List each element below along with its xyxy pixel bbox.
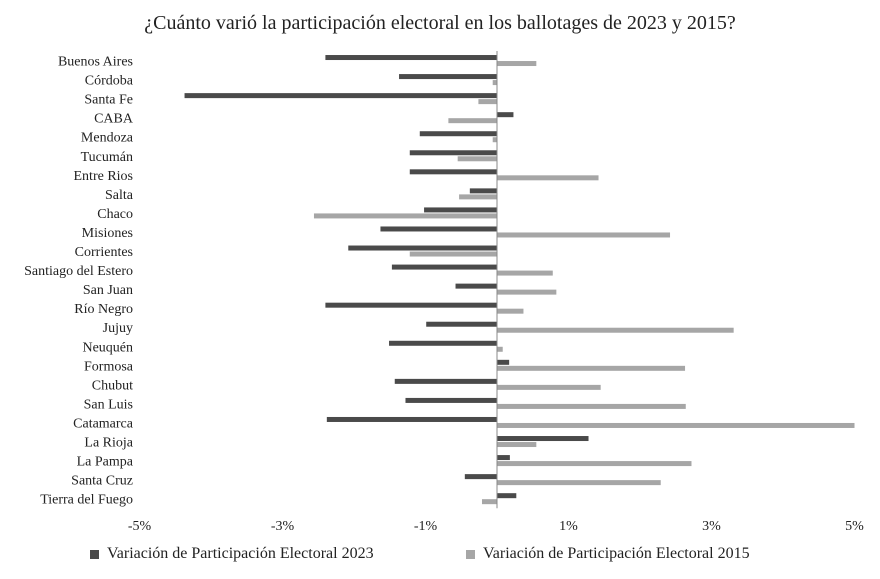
bar-2023 [497, 493, 517, 499]
bar-2023 [497, 455, 510, 461]
legend-label-2023: Variación de Participación Electoral 202… [107, 545, 374, 562]
bar-2015 [497, 403, 686, 409]
bar-2015 [497, 270, 553, 276]
category-label: Tierra del Fuego [40, 493, 133, 508]
bar-2015 [478, 99, 497, 105]
bar-2015 [497, 61, 537, 67]
category-label: La Rioja [84, 436, 133, 451]
bar-2015 [497, 308, 524, 314]
legend-swatch-2015 [466, 549, 475, 559]
bar-2023 [389, 340, 497, 346]
bar-2023 [409, 150, 497, 156]
x-tick-labels: -5% -3% -1% 1% 3% 5% [128, 519, 864, 534]
bar-2023 [469, 188, 497, 194]
category-label: CABA [94, 112, 134, 127]
category-label: Tucumán [81, 150, 133, 165]
bar-2015 [497, 461, 692, 467]
category-label: Jujuy [103, 321, 133, 336]
chart-title: ¿Cuánto varió la participación electoral… [144, 12, 736, 34]
category-label: Misiones [82, 226, 133, 241]
legend-item-2023: Variación de Participación Electoral 202… [90, 545, 374, 563]
bar-2023 [399, 74, 497, 80]
category-label: Catamarca [73, 416, 134, 431]
bar-2023 [405, 397, 497, 403]
bar-2023 [326, 416, 497, 422]
bar-2023 [424, 207, 497, 213]
bar-2015 [448, 118, 497, 124]
category-label: Santa Cruz [71, 474, 133, 489]
bar-2023 [497, 436, 589, 442]
bar-2015 [457, 156, 497, 162]
bar-2023 [464, 474, 497, 480]
category-label: Corrientes [75, 245, 133, 260]
category-labels: Buenos Aires Córdoba Santa Fe CABA Mendoza Tu… [24, 55, 134, 508]
legend-label-2015: Variación de Participación Electoral 201… [483, 545, 750, 562]
bar-2023 [497, 112, 514, 118]
category-label: San Juan [83, 283, 133, 298]
category-label: Mendoza [81, 131, 134, 146]
x-tick-label: -5% [128, 519, 152, 534]
bar-2015 [497, 232, 671, 238]
category-label: Buenos Aires [58, 55, 133, 70]
bar-2015 [481, 499, 497, 505]
category-label: Neuquén [82, 340, 133, 355]
bar-2015 [492, 80, 497, 86]
bar-2015 [409, 251, 497, 257]
bar-2015 [459, 194, 497, 200]
bar-2023 [455, 283, 497, 289]
bar-2023 [184, 93, 498, 99]
bar-2015 [497, 175, 599, 181]
bar-2015 [497, 346, 503, 352]
category-label: Chaco [97, 207, 133, 222]
legend-swatch-2023 [90, 549, 99, 559]
bar-2023 [391, 264, 497, 270]
bar-2015 [497, 327, 734, 333]
bar-2015 [497, 422, 855, 428]
bar-2023 [325, 302, 497, 308]
bar-2023 [419, 131, 497, 137]
bar-2015 [497, 480, 661, 486]
legend-item-2015: Variación de Participación Electoral 201… [466, 545, 750, 563]
x-tick-label: 1% [559, 519, 578, 534]
bar-2015 [497, 365, 686, 371]
bar-2023 [497, 359, 510, 365]
x-tick-label: -1% [414, 519, 438, 534]
bar-2015 [497, 384, 601, 390]
category-label: Santa Fe [84, 93, 133, 108]
category-label: Chubut [92, 378, 133, 393]
category-label: Santiago del Estero [24, 264, 133, 279]
category-label: Entre Rios [74, 169, 134, 184]
x-tick-label: 3% [702, 519, 721, 534]
bar-2015 [497, 289, 557, 295]
bar-2023 [409, 169, 497, 175]
category-label: San Luis [84, 397, 133, 412]
bar-2023 [325, 55, 497, 61]
bar-2015 [492, 137, 497, 143]
bar-2023 [380, 226, 497, 232]
category-label: La Pampa [77, 455, 134, 470]
x-tick-label: -3% [271, 519, 295, 534]
category-label: Formosa [84, 359, 134, 374]
bars [184, 55, 855, 505]
x-tick-label: 5% [845, 519, 864, 534]
bar-2023 [394, 378, 497, 384]
category-label: Salta [105, 188, 134, 203]
category-label: Córdoba [85, 74, 134, 89]
category-label: Río Negro [74, 302, 133, 317]
bar-2023 [348, 245, 497, 251]
bar-2023 [426, 321, 497, 327]
bar-2015 [497, 442, 537, 448]
bar-2015 [313, 213, 497, 219]
